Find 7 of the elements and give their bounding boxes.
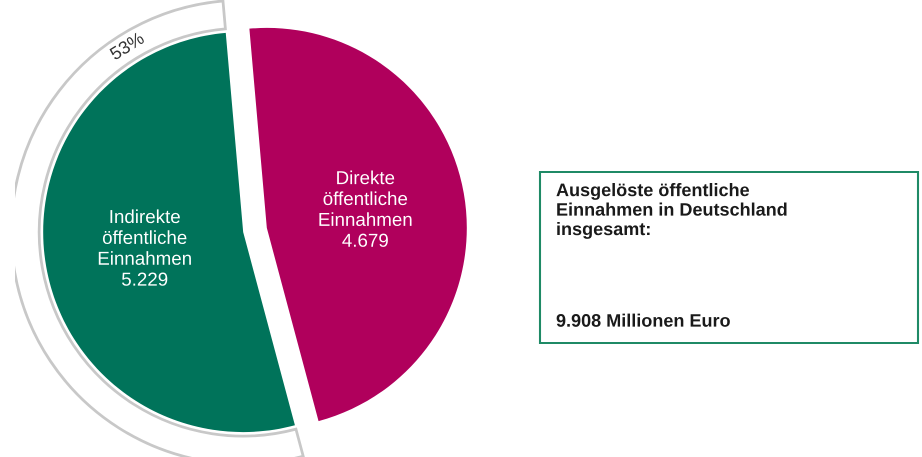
text: 53%: [108, 31, 146, 61]
text: Ausgelöste öffentliche Einnahmen in Deutschland insgesamt:: [556, 183, 787, 239]
data-label: 4.679: [342, 234, 388, 247]
slice-label: Indirekte öffentliche Einnahmen: [98, 209, 191, 265]
text: 9.908 Millionen Euro: [556, 314, 730, 327]
data-label: 5.229: [122, 272, 168, 286]
slice-label: Direkte öffentliche Einnahmen: [319, 170, 412, 226]
